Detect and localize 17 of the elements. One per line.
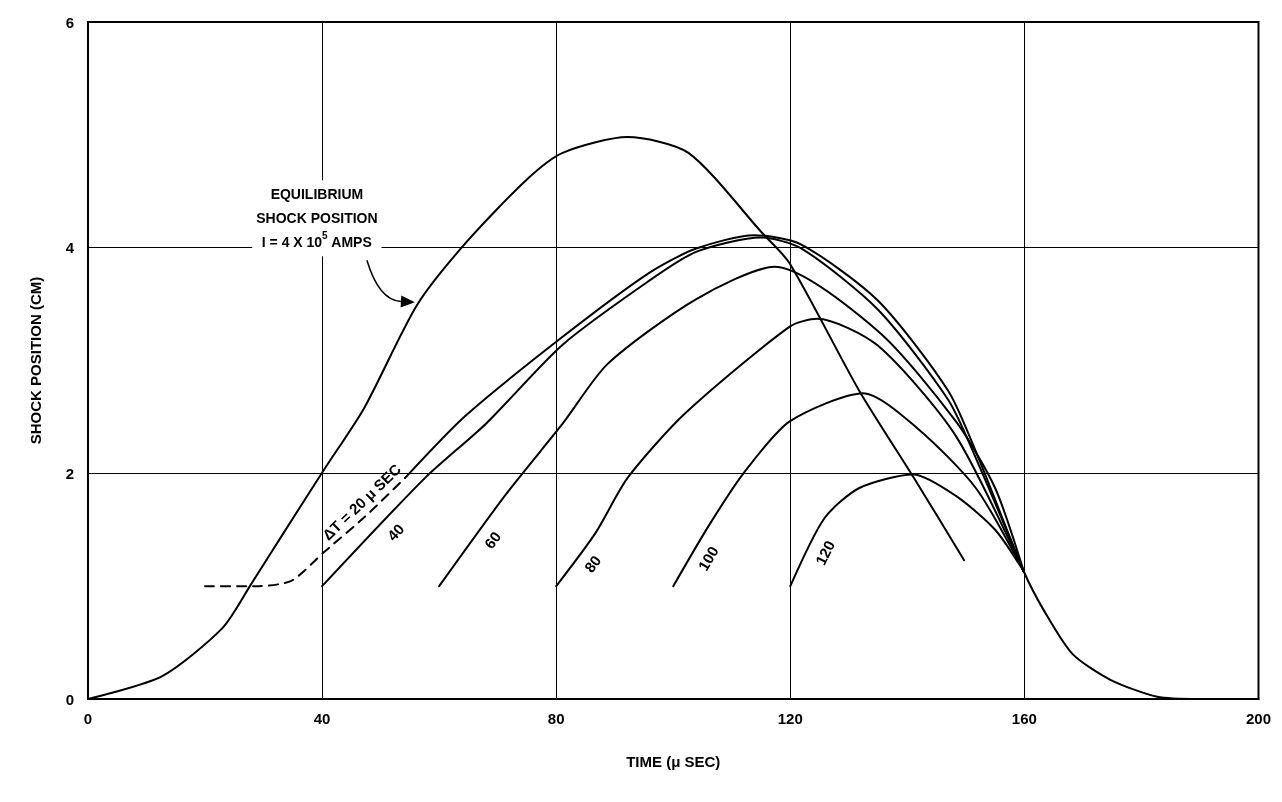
x-axis-title: TIME (μ SEC) (626, 753, 721, 770)
text: 100 (694, 543, 722, 574)
text: 40 (383, 520, 408, 545)
x-tick-label: 200 (1245, 710, 1271, 727)
y-tick-label: 4 (65, 239, 75, 257)
x-tick-label: 120 (777, 710, 803, 727)
y-axis-title: SHOCK POSITION (CM) (27, 276, 44, 445)
x-tick-label: 40 (313, 710, 331, 727)
text: 80 (580, 552, 605, 576)
y-tick-label: 6 (65, 13, 74, 31)
x-tick-label: 160 (1011, 710, 1037, 727)
y-tick-label: 2 (65, 464, 74, 482)
y-tick-label: 0 (65, 690, 74, 708)
x-tick-label: 80 (547, 710, 565, 727)
x-tick-label: 0 (83, 710, 93, 727)
text: 120 (811, 537, 839, 568)
text: 60 (480, 528, 505, 552)
